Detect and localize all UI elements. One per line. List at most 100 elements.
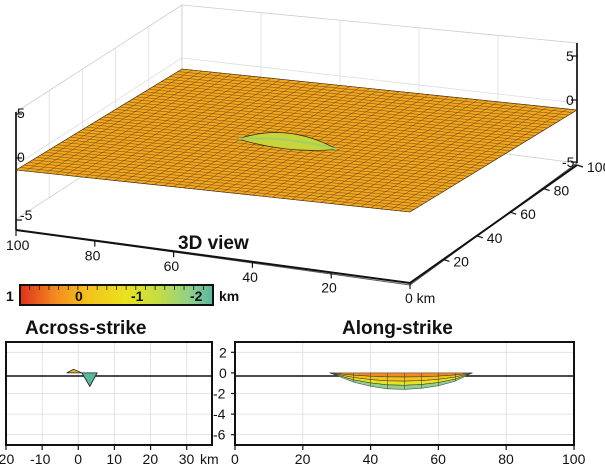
- surface-grid-line: [25, 69, 192, 172]
- surface-grid-line: [119, 106, 515, 149]
- y-tick-3d: [510, 211, 517, 215]
- surface-grid-line: [140, 94, 536, 136]
- surface-grid-line: [35, 70, 202, 173]
- across-x-tick-label: 0: [74, 451, 82, 467]
- surface-grid-line: [136, 96, 532, 139]
- across-x-tick-label: -10: [30, 451, 50, 467]
- surface-grid-line: [163, 84, 331, 186]
- title-3d-view: 3D view: [178, 233, 249, 254]
- surface-grid-line: [148, 88, 544, 131]
- colorbar-tick-minus2: -2: [190, 288, 203, 304]
- across-x-ticks: -20 -10 0 10 20 30 km: [0, 445, 219, 467]
- z-tick-label-right: -5: [562, 154, 575, 170]
- along-x-tick-label: 60: [430, 451, 446, 467]
- along-strike-panel: Along-strike 20-2-4-6 0 20 40 60 80 100: [213, 318, 586, 467]
- across-x-tick-label: 10: [106, 451, 122, 467]
- surface-grid-line: [134, 81, 301, 183]
- surface-grid-line: [55, 72, 222, 175]
- x-tick-label-3d: 60: [164, 258, 180, 274]
- surface-grid-line: [115, 109, 511, 152]
- surface-grid-line: [74, 74, 242, 177]
- y-tick-3d: [443, 258, 450, 262]
- back-grid-line: [181, 57, 578, 104]
- y-tick-label-3d: 100: [587, 159, 605, 175]
- along-x-tick-label: 100: [562, 451, 586, 467]
- across-x-tick-label: km: [200, 451, 219, 467]
- x-tick-label-3d: 80: [85, 248, 101, 264]
- across-strike-title: Across-strike: [25, 318, 146, 339]
- y-tick-3d: [543, 188, 550, 192]
- surface-grid-line: [165, 78, 561, 121]
- surface-grid-line: [111, 111, 507, 154]
- colorbar: 1 0 -1 -2 km: [6, 284, 239, 306]
- back-grid-line: [15, 57, 183, 166]
- across-frame: [5, 341, 213, 446]
- along-y-tick-label: -6: [213, 427, 226, 443]
- surface-grid-line: [123, 104, 519, 146]
- surface-grid-line: [107, 114, 502, 157]
- across-profile-deep: [81, 372, 98, 388]
- x-tick-label-3d: 0 km: [405, 290, 435, 306]
- surface-3d-panel: 100 80 60 40 20 0 km 20 40 60 80 100 5 0 -5 5 0 -5 3D vi…: [6, 4, 605, 306]
- along-x-tick-label: 40: [363, 451, 379, 467]
- surface-grid-line: [144, 91, 540, 134]
- surface-grid-line: [114, 79, 281, 181]
- along-profile: [329, 372, 473, 390]
- along-y-tick-label: 0: [219, 365, 227, 381]
- across-x-tick-label: 30: [179, 451, 195, 467]
- x-tick-label-3d: 100: [6, 237, 30, 253]
- surface-grid-line: [94, 77, 262, 179]
- z-tick-label-right: 5: [566, 48, 574, 64]
- surface-grid-line: [152, 86, 548, 129]
- across-strike-panel: Across-strike -20 -10 0 10 20 30 km: [0, 318, 219, 467]
- surface-grid-line: [169, 76, 565, 118]
- ticks-3d: 100 80 60 40 20 0 km 20 40 60 80 100 5 0 -5 5 0 -5: [6, 48, 605, 306]
- y-tick-label-3d: 40: [487, 230, 503, 246]
- colorbar-tick-0: 0: [75, 288, 83, 304]
- fault-lens: [237, 132, 339, 151]
- x-tick-label-3d: 20: [321, 279, 337, 295]
- colorbar-ticks: [19, 285, 214, 290]
- fault-lens-shape: [237, 132, 339, 151]
- y-tick-label-3d: 60: [520, 206, 536, 222]
- y-tick-label-3d: 20: [453, 253, 469, 269]
- y-tick-3d: [576, 164, 584, 168]
- surface-grid-line: [143, 82, 311, 184]
- surface-grid-line: [128, 101, 523, 144]
- along-y-ticks: 2 0 -2 -4 -6: [213, 344, 235, 443]
- surface-grid-line: [45, 71, 212, 174]
- surface-grid-line: [104, 78, 271, 180]
- surface-grid-line: [181, 68, 578, 111]
- along-y-tick-label: -2: [213, 386, 226, 402]
- along-grid: [235, 342, 574, 445]
- z-tick-label-right: 0: [566, 92, 574, 108]
- surface-grid-line: [157, 83, 552, 126]
- across-x-tick-label: 20: [143, 451, 159, 467]
- surface-grid-line: [177, 71, 573, 113]
- surface-grid-line: [124, 80, 291, 182]
- x-tick-label-3d: 40: [242, 269, 258, 285]
- fault-lens-highlight: [238, 137, 338, 151]
- y-tick-label-3d: 80: [554, 183, 570, 199]
- surface-grid-line: [84, 75, 252, 178]
- along-y-tick-label: -4: [213, 406, 226, 422]
- surface-grid-line: [153, 83, 321, 185]
- along-strike-title: Along-strike: [342, 318, 453, 339]
- across-profile: [66, 368, 98, 388]
- along-x-tick-label: 80: [498, 451, 514, 467]
- along-x-tick-label: 20: [295, 451, 311, 467]
- along-profile-band: [329, 372, 473, 390]
- x-axis-3d: [15, 229, 411, 284]
- z-tick-label-left: 0: [17, 149, 25, 165]
- across-x-tick-label: -20: [0, 451, 14, 467]
- surface-grid-line: [132, 99, 527, 141]
- surface-grid-line: [65, 73, 232, 176]
- y-axis-3d: [409, 164, 578, 284]
- across-grid: [5, 342, 212, 445]
- surface-grid-line: [173, 73, 569, 116]
- colorbar-tick-1: 1: [6, 288, 14, 304]
- colorbar-tick-minus1: -1: [131, 288, 144, 304]
- z-tick-label-left: -5: [20, 207, 33, 223]
